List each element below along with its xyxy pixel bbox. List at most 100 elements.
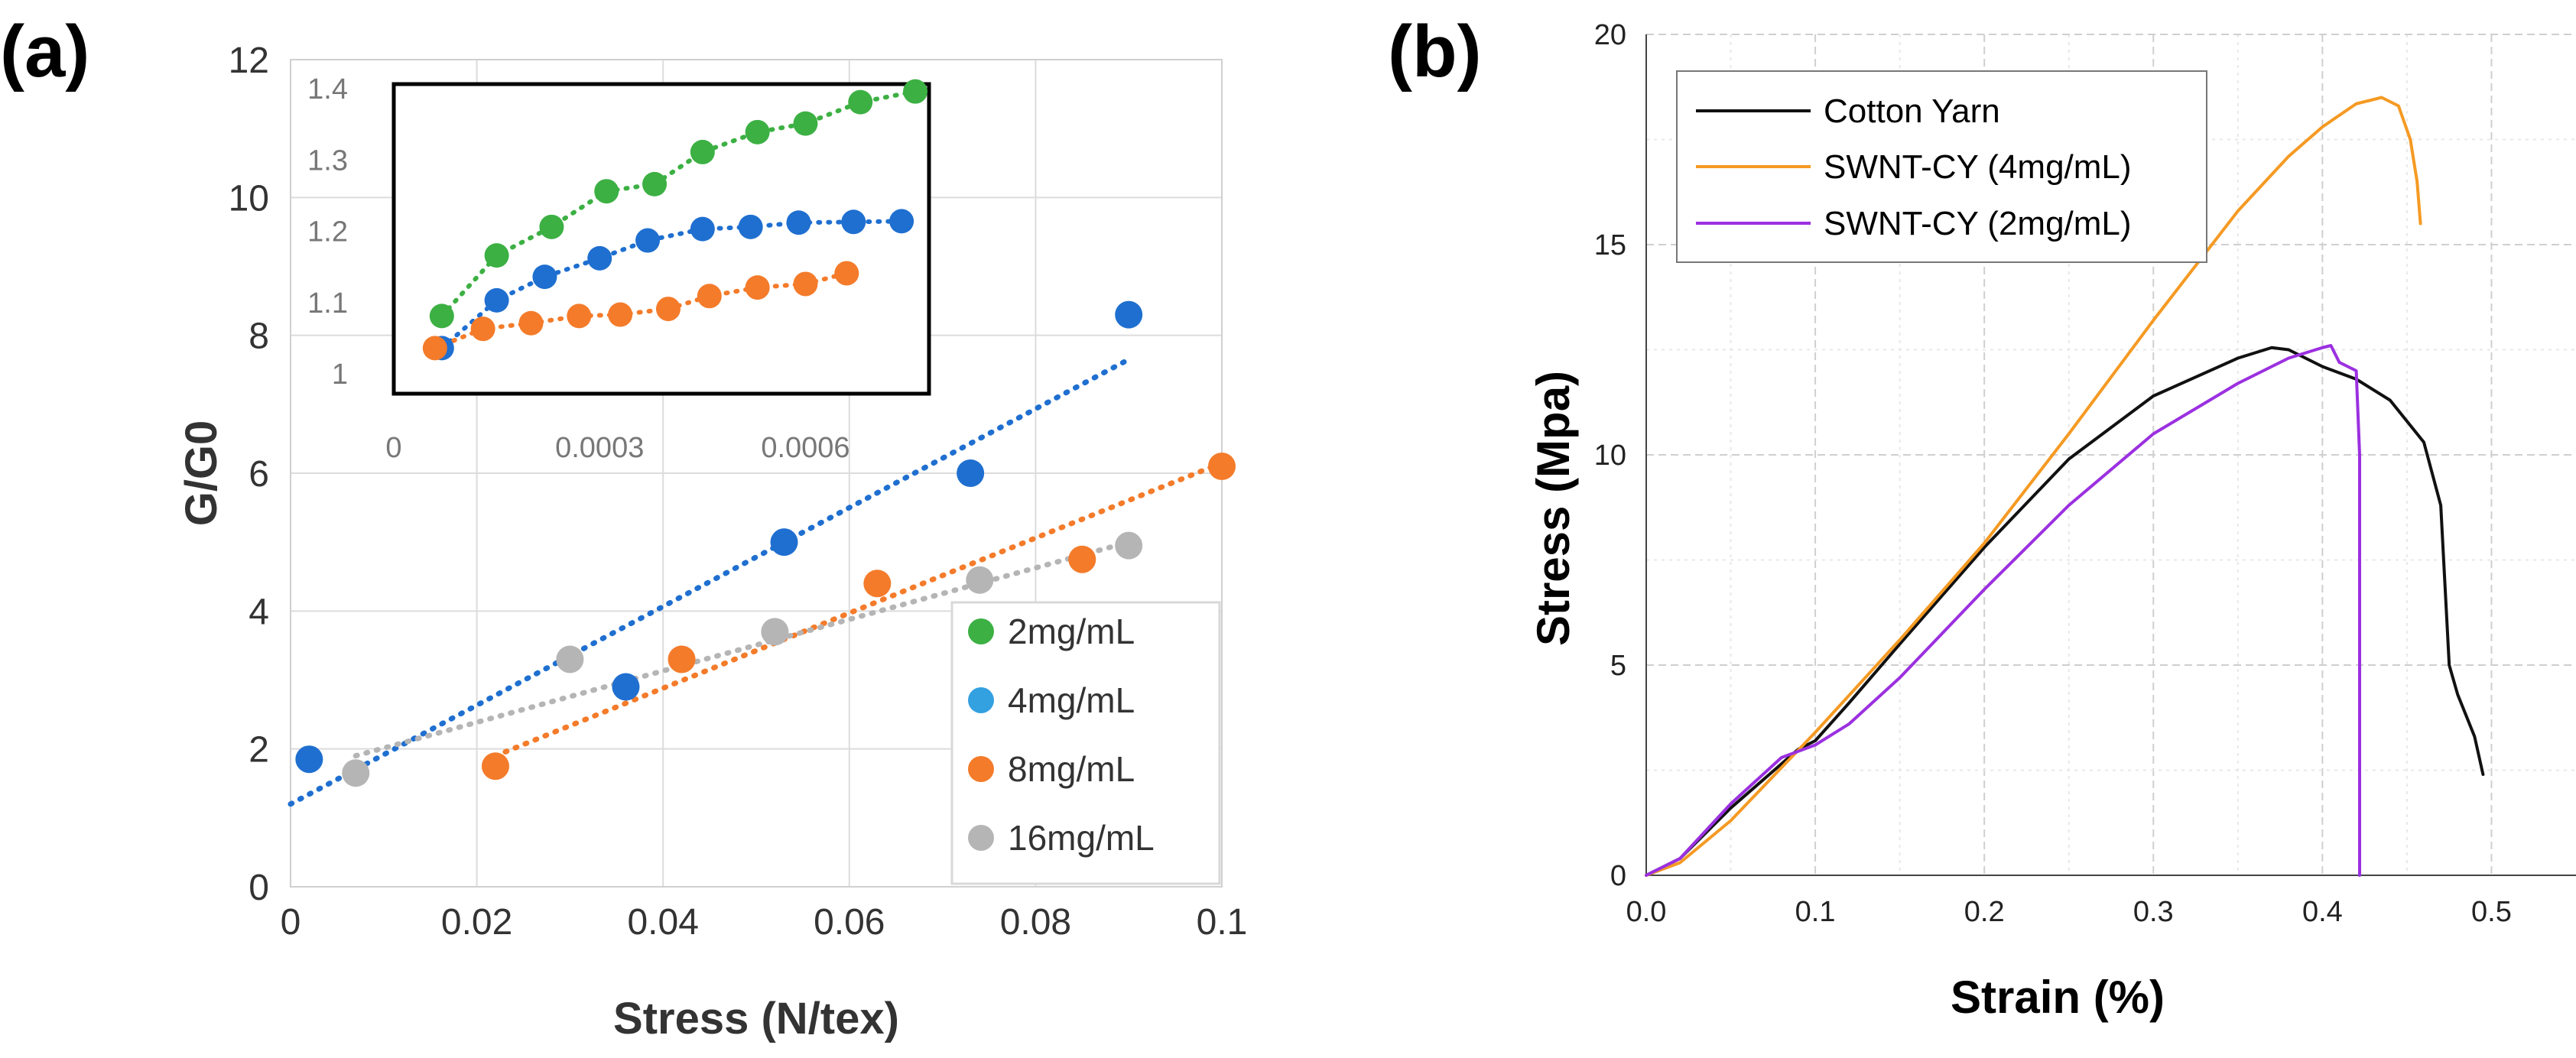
point-4mg-ml (770, 528, 798, 557)
inset-point-8mg-ml (745, 275, 770, 300)
legend-marker-8mg (968, 756, 994, 782)
inset-x-tick-label: 0.0003 (555, 432, 644, 464)
chart-a-trendlines (287, 356, 1225, 807)
inset-point-2mg-ml (745, 119, 770, 144)
inset-point-4mg-ml (587, 245, 612, 271)
inset-point-2mg-ml (594, 179, 619, 204)
chart-b-y-tick-label: 5 (1610, 650, 1626, 682)
chart-b: 0.0 0.1 0.2 0.3 0.4 0.5 0 5 10 15 20 Strain (%) St… (1528, 19, 2576, 1023)
chart-a-legend: 2mg/mL 4mg/mL 8mg/mL 16mg/mL (950, 601, 1221, 885)
inset-trendlines (432, 89, 918, 351)
point-8mg-ml (1068, 545, 1096, 573)
chart-b-y-tick-label: 10 (1594, 440, 1626, 472)
trendline-8mg-ml (492, 459, 1225, 759)
inset-point-4mg-ml (786, 210, 811, 235)
chart-b-x-tick-label: 0.4 (2302, 896, 2343, 928)
chart-a-x-tick-label: 0.02 (441, 902, 512, 943)
point-4mg-ml (957, 459, 985, 487)
chart-b-x-tick-label: 0.1 (1795, 896, 1836, 928)
inset-x-tick-label: 0 (385, 432, 401, 464)
chart-b-y-tick-label: 15 (1594, 229, 1626, 261)
chart-b-x-tick-label: 0.5 (2471, 896, 2512, 928)
chart-b-tick-labels: 0.0 0.1 0.2 0.3 0.4 0.5 0 5 10 15 20 (1594, 19, 2512, 928)
inset-point-2mg-ml (642, 171, 668, 196)
inset-point-2mg-ml (848, 89, 873, 115)
inset-point-4mg-ml (841, 209, 866, 235)
chart-a-inset: 1 1.1 1.2 1.3 1.4 0 0.0003 0.0006 (307, 73, 931, 464)
chart-b-y-tick-label: 0 (1610, 860, 1626, 892)
legend-label-2mg: 2mg/mL (1008, 612, 1135, 651)
inset-point-8mg-ml (567, 303, 592, 329)
panel-label-a: (a) (0, 11, 89, 92)
inset-y-tick-label: 1.2 (307, 216, 348, 248)
inset-y-tick-label: 1.4 (307, 73, 348, 105)
legend-marker-2mg (968, 618, 994, 644)
legend-label-swnt-4mg: SWNT-CY (4mg/mL) (1824, 148, 2132, 186)
chart-a-x-tick-label: 0 (281, 902, 301, 943)
point-16mg-ml (761, 618, 789, 646)
inset-point-4mg-ml (889, 209, 914, 234)
chart-a-y-tick-label: 4 (249, 592, 269, 632)
chart-b-series-lines (1645, 96, 2485, 877)
inset-point-8mg-ml (697, 284, 722, 309)
inset-point-8mg-ml (518, 310, 544, 336)
chart-a-points (295, 300, 1236, 787)
point-4mg-ml (295, 745, 323, 774)
inset-point-2mg-ml (903, 79, 928, 104)
series-line-swnt-cy-4mg-ml (1645, 96, 2422, 877)
point-16mg-ml (966, 566, 994, 594)
chart-b-legend: Cotton Yarn SWNT-CY (4mg/mL) SWNT-CY (2m… (1676, 70, 2207, 263)
legend-label-swnt-2mg: SWNT-CY (2mg/mL) (1824, 205, 2132, 242)
inset-point-2mg-ml (793, 111, 818, 136)
inset-point-8mg-ml (834, 261, 859, 286)
inset-point-2mg-ml (539, 214, 564, 239)
inset-point-4mg-ml (532, 264, 557, 290)
inset-point-2mg-ml (429, 303, 454, 329)
chart-a-y-tick-label: 6 (249, 454, 269, 495)
chart-a-y-tick-label: 8 (249, 316, 269, 357)
trendline-4mg-ml (287, 356, 1132, 807)
chart-a-x-tick-label: 0.08 (1000, 902, 1071, 943)
chart-a-y-axis-title: G/G0 (177, 420, 226, 527)
inset-point-8mg-ml (422, 336, 447, 361)
inset-point-4mg-ml (484, 287, 509, 313)
inset-trendline-2mg-ml (439, 89, 918, 319)
chart-a-y-tick-label: 2 (249, 730, 269, 771)
chart-a-x-tick-label: 0.1 (1197, 902, 1248, 943)
inset-point-2mg-ml (690, 139, 715, 164)
inset-x-tick-label: 0.0006 (761, 432, 849, 464)
point-16mg-ml (556, 645, 584, 673)
point-16mg-ml (1115, 531, 1143, 560)
legend-marker-4mg (968, 687, 994, 713)
inset-points (422, 79, 928, 361)
point-8mg-ml (1208, 452, 1236, 480)
inset-point-4mg-ml (690, 216, 715, 242)
inset-tick-labels: 1 1.1 1.2 1.3 1.4 0 0.0003 0.0006 (307, 73, 849, 464)
chart-a-y-tick-label: 10 (229, 178, 269, 219)
inset-trendline-4mg-ml (439, 219, 905, 351)
panel-label-b: (b) (1388, 11, 1482, 92)
chart-a-x-tick-label: 0.06 (814, 902, 885, 943)
inset-point-8mg-ml (655, 297, 681, 322)
series-line-swnt-cy-2mg-ml (1645, 344, 2362, 877)
inset-point-2mg-ml (484, 243, 509, 268)
point-4mg-ml (612, 673, 640, 701)
chart-b-y-tick-label: 20 (1594, 19, 1626, 51)
inset-y-tick-label: 1.3 (307, 144, 348, 177)
chart-b-x-tick-label: 0.2 (1964, 896, 2005, 928)
series-line-cotton-yarn (1645, 346, 2485, 877)
inset-point-4mg-ml (635, 228, 661, 253)
chart-b-x-axis-title: Strain (%) (1951, 972, 2165, 1023)
chart-a-y-tick-label: 0 (249, 868, 269, 908)
chart-b-x-tick-label: 0.3 (2133, 896, 2174, 928)
chart-b-y-axis-title: Stress (Mpa) (1528, 371, 1579, 646)
legend-marker-16mg (968, 825, 994, 851)
chart-a-x-tick-label: 0.04 (627, 902, 698, 943)
inset-point-8mg-ml (470, 316, 495, 342)
point-16mg-ml (342, 759, 370, 787)
legend-label-4mg: 4mg/mL (1008, 680, 1135, 720)
point-8mg-ml (481, 752, 509, 781)
